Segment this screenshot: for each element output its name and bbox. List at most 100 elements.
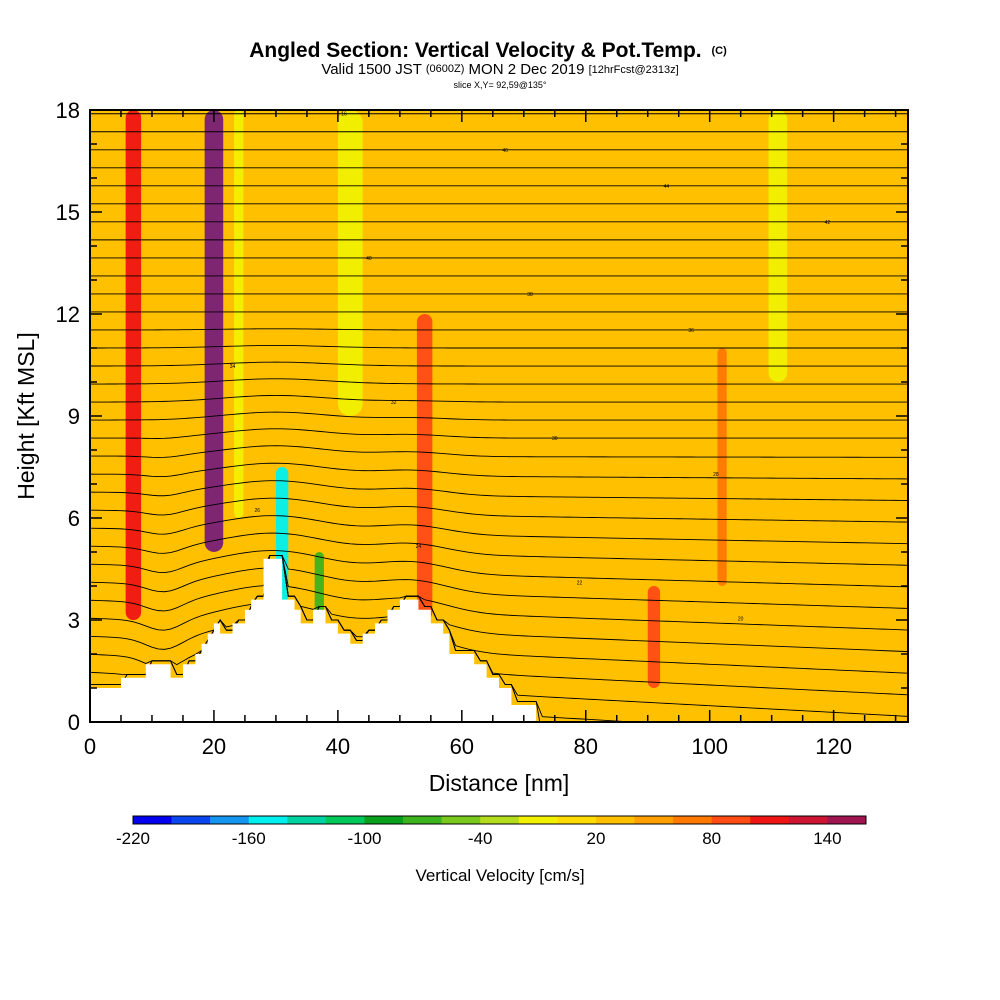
potential-temperature-contours: 1618202224262830323436384042444616 (90, 112, 908, 722)
colorbar-frame (132, 815, 867, 825)
colorbar-tick-label: 140 (813, 829, 841, 848)
plot-area: 1618202224262830323436384042444616 (90, 110, 908, 722)
x-tick-label: 0 (84, 734, 96, 759)
chart-slice-info: slice X,Y= 92,59@135° (453, 80, 546, 90)
terrain-mask (90, 558, 537, 722)
isentrope-contour (90, 554, 908, 653)
colorbar-swatch (634, 816, 674, 824)
velocity-band (337, 110, 363, 416)
colorbar-swatch (480, 816, 520, 824)
x-axis-ticks: 0 20 40 60 80 100 120 (84, 110, 897, 759)
isentrope-contour (90, 328, 908, 331)
contour-label: 38 (527, 292, 533, 298)
x-tick-label: 20 (202, 734, 226, 759)
velocity-band (647, 586, 661, 688)
velocity-bands (125, 110, 788, 688)
colorbar-title: Vertical Velocity [cm/s] (415, 866, 584, 885)
isentrope-contour (90, 550, 908, 588)
isentrope-contour (90, 515, 908, 545)
isentrope-contour (90, 378, 908, 385)
velocity-band (125, 110, 142, 620)
colorbar-tick-label: -100 (347, 829, 381, 848)
colorbar-swatch (595, 816, 635, 824)
x-tick-label: 40 (326, 734, 350, 759)
y-tick-label: 9 (68, 404, 80, 429)
contour-label: 36 (688, 328, 694, 334)
isentrope-contour (90, 554, 908, 674)
colorbar-tick-label: -160 (232, 829, 266, 848)
colorbar-swatch (171, 816, 211, 824)
chart-title: Angled Section: Vertical Velocity & Pot.… (249, 39, 727, 62)
isentrope-contour (90, 554, 908, 631)
colorbar-tick-label: 20 (586, 829, 605, 848)
isentrope-contour (90, 411, 908, 421)
contour-label: 44 (664, 184, 670, 190)
isentrope-contour (90, 428, 908, 439)
colorbar-swatch (788, 816, 828, 824)
colorbar-swatch (557, 816, 597, 824)
colorbar-swatch (325, 816, 365, 824)
y-axis-label: Height [Kft MSL] (13, 332, 39, 499)
velocity-band (204, 110, 224, 552)
y-tick-label: 12 (56, 302, 80, 327)
colorbar-swatch (287, 816, 327, 824)
colorbar-tick-label: 80 (702, 829, 721, 848)
colorbar-tick-label: -220 (116, 829, 150, 848)
velocity-band (234, 110, 244, 518)
isentrope-contour (90, 445, 908, 458)
isentrope-contour (90, 480, 908, 501)
contour-label: 24 (416, 544, 422, 550)
isentrope-contour (90, 395, 908, 403)
contour-label: 26 (255, 508, 261, 514)
contour-label: 40 (366, 256, 372, 262)
colorbar-swatch (518, 816, 558, 824)
x-tick-label: 120 (815, 734, 852, 759)
colorbar-swatch (827, 816, 867, 824)
colorbar-swatch (673, 816, 712, 824)
x-tick-label: 60 (450, 734, 474, 759)
isentrope-contour (90, 554, 908, 609)
isentrope-contour (90, 361, 908, 367)
chart-valid-line: Valid 1500 JST (0600Z) MON 2 Dec 2019 [1… (321, 59, 678, 78)
velocity-band (314, 552, 324, 620)
colorbar-ticks: -220 -160 -100 -40 20 80 140 (116, 829, 842, 848)
colorbar-swatch (248, 816, 288, 824)
contour-label: 22 (577, 580, 583, 586)
isentrope-contour (90, 345, 908, 349)
colorbar-swatch (133, 816, 172, 824)
colorbar-swatch (210, 816, 250, 824)
contour-label: 42 (825, 220, 831, 226)
y-tick-label: 3 (68, 608, 80, 633)
colorbar-swatch (364, 816, 404, 824)
isentrope-contour (90, 462, 908, 480)
y-tick-label: 15 (56, 200, 80, 225)
y-tick-label: 0 (68, 710, 80, 735)
velocity-band (768, 110, 788, 382)
contour-label: 28 (713, 472, 719, 478)
contour-label: 30 (552, 436, 558, 442)
chart-title-suffix: (C) (711, 45, 727, 57)
contour-label: 16 (341, 112, 347, 118)
colorbar (132, 815, 867, 825)
x-tick-label: 80 (574, 734, 598, 759)
velocity-band (416, 314, 433, 620)
colorbar-swatch (441, 816, 481, 824)
colorbar-swatch (711, 816, 751, 824)
isentrope-contour (90, 554, 908, 696)
contour-label: 32 (391, 400, 397, 406)
y-tick-label: 6 (68, 506, 80, 531)
contour-label: 34 (230, 364, 236, 370)
colorbar-swatch (403, 816, 442, 824)
x-tick-label: 100 (691, 734, 728, 759)
x-axis-label: Distance [nm] (429, 770, 570, 796)
velocity-band (717, 348, 727, 586)
isentrope-contour (90, 532, 908, 566)
y-tick-label: 18 (56, 98, 80, 123)
colorbar-swatch (750, 816, 790, 824)
contour-label: 20 (738, 616, 744, 622)
colorbar-tick-label: -40 (468, 829, 493, 848)
contour-label: 46 (502, 148, 508, 154)
isentrope-contour (90, 497, 908, 523)
